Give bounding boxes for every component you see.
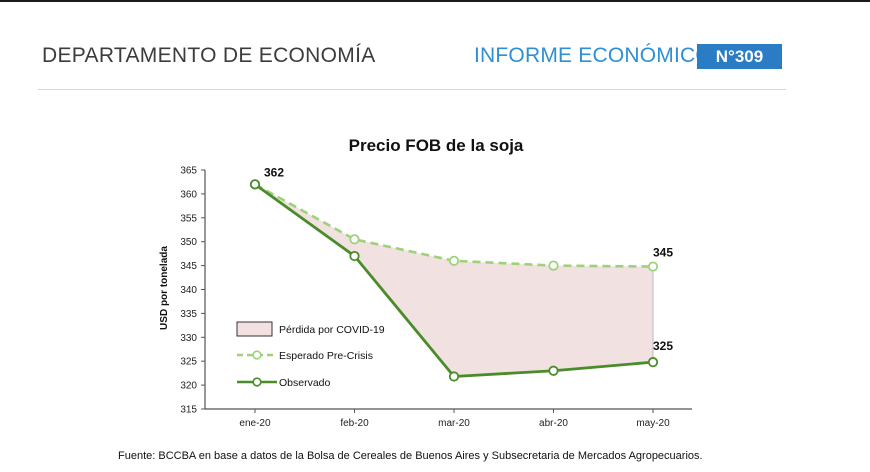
x-tick-label: feb-20 [340,418,369,429]
y-axis-label: USD por tonelada [159,246,170,330]
source-note: Fuente: BCCBA en base a datos de la Bols… [118,450,703,462]
y-tick-label: 320 [180,381,197,392]
x-tick-label: may-20 [636,418,670,429]
legend-expected-label: Esperado Pre-Crisis [279,350,373,362]
y-tick-label: 345 [180,261,197,272]
y-tick-label: 315 [180,405,197,416]
x-tick-label: abr-20 [539,418,568,429]
report-number-badge: N°309 [697,44,782,69]
header-divider [38,89,786,90]
legend-area-swatch [236,321,273,337]
loss-area [255,184,653,377]
expected-series-point [647,261,659,272]
observed-series-point [448,371,460,382]
observed-series-point [647,357,659,368]
legend-area-label: Pérdida por COVID-19 [279,324,385,336]
data-label: 362 [264,165,284,179]
top-border [0,0,870,2]
y-tick-label: 355 [180,213,197,224]
observed-series-point [349,250,360,262]
expected-series-point [448,255,460,266]
data-label: 345 [653,246,673,260]
y-tick-label: 360 [180,189,197,200]
y-tick-label: 350 [180,237,197,248]
data-label: 325 [653,339,673,353]
legend-observed-marker [252,377,262,387]
x-tick-label: mar-20 [438,418,470,429]
y-tick-label: 325 [180,357,197,368]
chart-title: Precio FOB de la soja [349,136,524,155]
legend-observed-label: Observado [279,377,331,389]
observed-series-point [548,365,559,376]
plot-area: 315 320 325 330 335 340 345 350 355 360 365 ene-20 f… [180,165,692,429]
report-title: INFORME ECONÓMICO [474,44,712,67]
department-title: DEPARTAMENTO DE ECONOMÍA [42,44,376,67]
y-tick-label: 340 [180,285,197,296]
expected-series-point [548,260,559,271]
y-tick-label: 330 [180,333,197,344]
legend-expected-marker [252,350,262,360]
y-tick-label: 365 [180,166,197,177]
y-tick-label: 335 [180,309,197,320]
observed-series-point [249,179,261,190]
x-tick-label: ene-20 [239,418,271,429]
expected-series-point [349,234,360,245]
